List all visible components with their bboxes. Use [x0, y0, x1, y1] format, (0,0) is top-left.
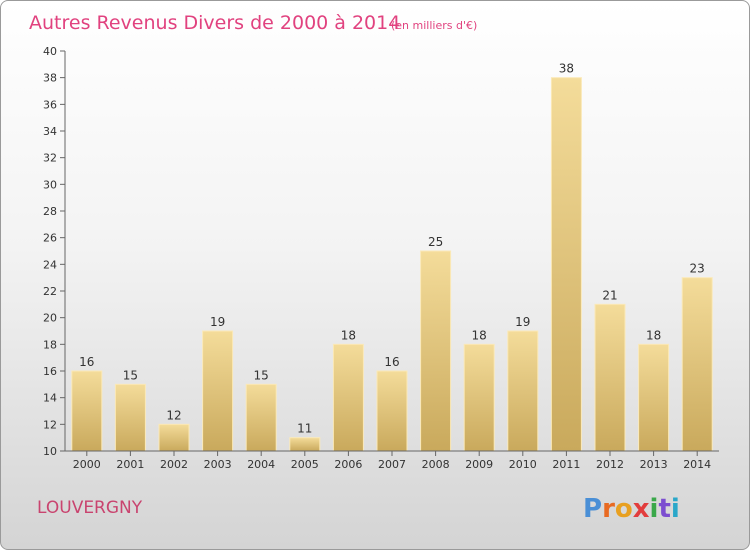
bar-value-label: 21: [602, 288, 617, 302]
logo-letter: i: [671, 494, 680, 524]
y-tick-label: 18: [43, 338, 57, 351]
bar-value-label: 15: [254, 368, 269, 382]
y-tick-label: 38: [43, 72, 57, 85]
x-axis: 2000 2001 2002 2003 2004 2005 2006 2007 2008 2009…: [65, 450, 719, 471]
y-tick-label: 30: [43, 178, 57, 191]
y-tick-label: 14: [43, 392, 57, 405]
y-tick-label: 28: [43, 205, 57, 218]
bar: [114, 383, 146, 452]
proxiti-logo: Proxiti: [583, 494, 680, 524]
y-tick-label: 24: [43, 258, 57, 271]
y-tick-label: 16: [43, 365, 57, 378]
bar-value-label: 18: [472, 328, 487, 342]
bar: [71, 370, 103, 452]
bar: [507, 330, 539, 452]
x-tick-label: 2013: [640, 458, 668, 471]
x-tick-label: 2004: [247, 458, 275, 471]
y-tick-label: 10: [43, 445, 57, 458]
y-tick-label: 22: [43, 285, 57, 298]
bar-value-label: 19: [515, 315, 530, 329]
x-tick-label: 2008: [422, 458, 450, 471]
bar-value-label: 16: [384, 355, 399, 369]
bar: [420, 250, 452, 452]
y-tick-label: 36: [43, 98, 57, 111]
bar: [289, 437, 321, 452]
chart-title: Autres Revenus Divers de 2000 à 2014: [29, 12, 400, 34]
x-tick-label: 2012: [596, 458, 624, 471]
bar-value-label: 19: [210, 315, 225, 329]
bar-value-label: 16: [79, 355, 94, 369]
x-tick-label: 2009: [465, 458, 493, 471]
x-tick-label: 2003: [204, 458, 232, 471]
y-tick-label: 32: [43, 152, 57, 165]
y-tick-label: 12: [43, 418, 57, 431]
bar-value-label: 25: [428, 235, 443, 249]
bar: [202, 330, 234, 452]
y-tick-label: 40: [43, 45, 57, 58]
bar: [594, 303, 626, 452]
bars: 16 15 12 19 15 11 18 16 25 18 19 38 21 18 23: [71, 62, 713, 452]
logo-letter: i: [650, 494, 659, 524]
bar: [376, 370, 408, 452]
bar-value-label: 11: [297, 422, 312, 436]
y-axis: 10 12 14 16 18 20 22 24 26 28 30 32 34 36 38 40: [43, 45, 66, 458]
x-tick-label: 2001: [116, 458, 144, 471]
bar: [158, 423, 190, 452]
x-tick-label: 2007: [378, 458, 406, 471]
city-label: LOUVERGNY: [37, 498, 143, 518]
x-tick-label: 2011: [552, 458, 580, 471]
x-tick-label: 2014: [683, 458, 711, 471]
logo-letter: P: [583, 494, 602, 524]
bar: [681, 277, 713, 452]
logo-letter: r: [602, 494, 615, 524]
bar-value-label: 18: [341, 328, 356, 342]
logo-letter: o: [615, 494, 633, 524]
chart-subtitle: (en milliers d'€): [391, 19, 477, 32]
logo-letter: t: [658, 494, 670, 524]
x-tick-label: 2000: [73, 458, 101, 471]
bar-value-label: 18: [646, 328, 661, 342]
bar: [463, 343, 495, 452]
y-tick-label: 26: [43, 232, 57, 245]
bar-value-label: 15: [123, 368, 138, 382]
bar: [638, 343, 670, 452]
y-tick-label: 34: [43, 125, 57, 138]
bar: [550, 77, 582, 452]
x-tick-label: 2002: [160, 458, 188, 471]
bar-value-label: 23: [690, 262, 705, 276]
x-tick-label: 2006: [334, 458, 362, 471]
y-tick-label: 20: [43, 312, 57, 325]
x-tick-label: 2010: [509, 458, 537, 471]
x-tick-label: 2005: [291, 458, 319, 471]
logo-letter: x: [633, 494, 650, 524]
bar: [245, 383, 277, 452]
bar: [332, 343, 364, 452]
bar-value-label: 12: [166, 408, 181, 422]
bar-value-label: 38: [559, 62, 574, 76]
